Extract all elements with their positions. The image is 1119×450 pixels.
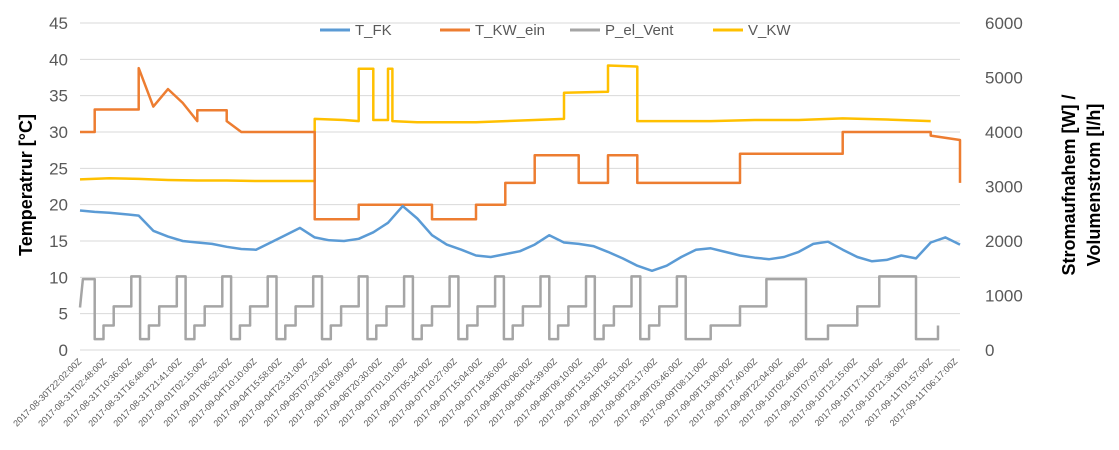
y-tick-label: 40 xyxy=(49,50,68,69)
y-tick-label: 25 xyxy=(49,159,68,178)
y2-tick-label: 6000 xyxy=(985,14,1023,33)
y2-tick-label: 0 xyxy=(985,341,994,360)
y-tick-label: 0 xyxy=(59,341,68,360)
series-t-kw-ein xyxy=(80,66,962,221)
legend-label: P_el_Vent xyxy=(605,22,674,39)
y-tick-label: 30 xyxy=(49,123,68,142)
grid xyxy=(80,22,960,351)
legend-label: V_KW xyxy=(748,22,791,39)
y-tick-label: 35 xyxy=(49,87,68,106)
left-axis-ticks: 0 5 10 15 20 25 30 35 40 45 xyxy=(49,14,68,360)
series-layer xyxy=(78,64,962,341)
legend-label: T_KW_ein xyxy=(475,22,545,39)
y2-axis-title-line2: Volumenstrom [l/h] xyxy=(1084,104,1104,267)
x-axis-ticks: 2017-08-30T22:02:00Z2017-08-31T02:48:00Z… xyxy=(11,356,960,429)
series-t-fk xyxy=(79,204,961,273)
y-axis-title: Temperatrur [°C] xyxy=(16,114,36,256)
y2-axis-title-line1: Stromaufnahem [W] / xyxy=(1059,94,1079,275)
y-tick-label: 15 xyxy=(49,232,68,251)
legend-label: T_FK xyxy=(355,22,392,39)
series-p-el-vent xyxy=(78,275,940,341)
y2-tick-label: 5000 xyxy=(985,69,1023,88)
right-axis-ticks: 0 1000 2000 3000 4000 5000 6000 xyxy=(985,14,1023,360)
y2-tick-label: 3000 xyxy=(985,178,1023,197)
y-tick-label: 5 xyxy=(59,305,68,324)
y-tick-label: 20 xyxy=(49,196,68,215)
y-tick-label: 45 xyxy=(49,14,68,33)
y2-tick-label: 4000 xyxy=(985,123,1023,142)
y-tick-label: 10 xyxy=(49,268,68,287)
y2-tick-label: 1000 xyxy=(985,287,1023,306)
series-v-kw xyxy=(79,64,931,183)
y2-tick-label: 2000 xyxy=(985,232,1023,251)
legend: T_FK T_KW_ein P_el_Vent V_KW xyxy=(320,22,791,39)
